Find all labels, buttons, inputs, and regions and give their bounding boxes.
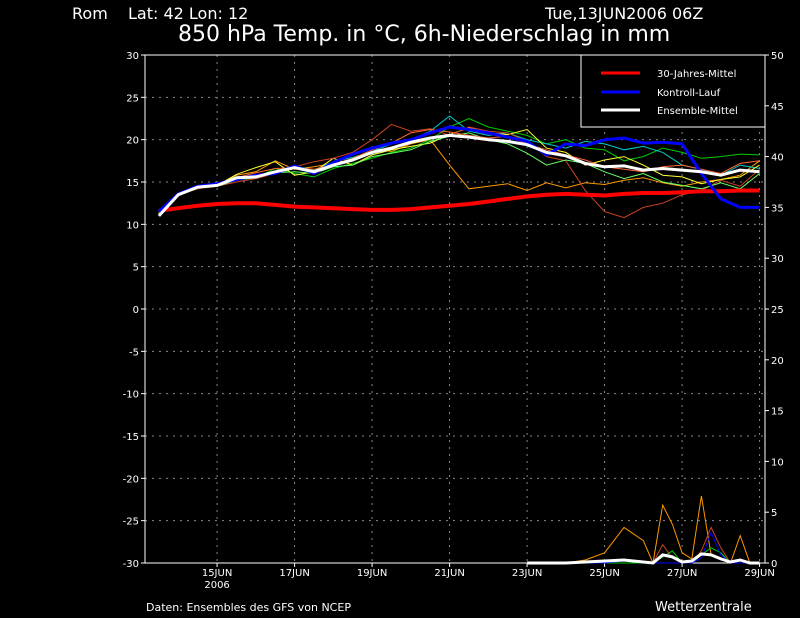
x-tick-label: 27JUN — [667, 568, 697, 579]
data-source-label: Daten: Ensembles des GFS von NCEP — [146, 601, 351, 614]
right-tick-label: 35 — [771, 203, 784, 214]
axes: 302520151050-5-10-15-20-25-3050454035302… — [123, 51, 784, 591]
x-tick-sublabel: 2006 — [204, 580, 229, 591]
ensemble-member-line — [158, 117, 760, 213]
left-tick-label: 20 — [126, 136, 139, 147]
x-tick-label: 25JUN — [589, 568, 619, 579]
x-tick-label: 15JUN — [202, 568, 232, 579]
right-tick-label: 10 — [771, 457, 784, 468]
right-tick-label: 0 — [771, 559, 777, 570]
left-tick-label: 15 — [126, 178, 139, 189]
right-tick-label: 15 — [771, 407, 784, 418]
legend-label-control: Kontroll-Lauf — [657, 88, 721, 99]
precip-mean-line — [527, 552, 760, 565]
left-tick-label: -15 — [123, 432, 139, 443]
left-tick-label: 25 — [126, 93, 139, 104]
left-tick-label: -20 — [123, 474, 139, 485]
ensemble-mean-line — [157, 133, 760, 217]
right-tick-label: 5 — [771, 508, 777, 519]
left-tick-label: -30 — [123, 559, 139, 570]
run-time-label: Tue,13JUN2006 06Z — [544, 4, 703, 23]
x-tick-label: 23JUN — [512, 568, 542, 579]
legend-label-climate: 30-Jahres-Mittel — [657, 69, 736, 80]
ensemble-member-line — [158, 123, 760, 219]
coords-label: Lat: 42 Lon: 12 — [128, 4, 248, 23]
left-tick-label: 0 — [133, 305, 139, 316]
ensemble-member-line — [158, 139, 760, 214]
right-tick-label: 30 — [771, 254, 784, 265]
left-tick-label: -10 — [123, 390, 139, 401]
precip-member-line — [527, 531, 760, 564]
brand-label: Wetterzentrale — [655, 600, 752, 615]
right-tick-label: 20 — [771, 356, 784, 367]
right-tick-label: 45 — [771, 102, 784, 113]
x-tick-label: 19JUN — [357, 568, 387, 579]
precipitation-lines — [527, 495, 760, 565]
left-tick-label: 30 — [126, 51, 139, 62]
legend: 30-Jahres-Mittel Kontroll-Lauf Ensemble-… — [580, 54, 766, 128]
climate-mean-line — [158, 188, 760, 213]
left-tick-label: -5 — [129, 347, 139, 358]
x-tick-label: 21JUN — [434, 568, 464, 579]
right-tick-label: 50 — [771, 51, 784, 62]
left-tick-label: 10 — [126, 220, 139, 231]
right-tick-label: 25 — [771, 305, 784, 316]
right-tick-label: 40 — [771, 153, 784, 164]
left-tick-label: 5 — [133, 263, 139, 274]
grid — [145, 55, 765, 563]
main-series — [157, 125, 760, 217]
x-tick-label: 29JUN — [744, 568, 774, 579]
left-tick-label: -25 — [123, 517, 139, 528]
location-label: Rom — [72, 4, 108, 23]
precip-member-line — [527, 495, 760, 565]
chart-title: 850 hPa Temp. in °C, 6h-Niederschlag in … — [178, 22, 670, 47]
legend-label-mean: Ensemble-Mittel — [657, 106, 738, 117]
x-tick-label: 17JUN — [279, 568, 309, 579]
